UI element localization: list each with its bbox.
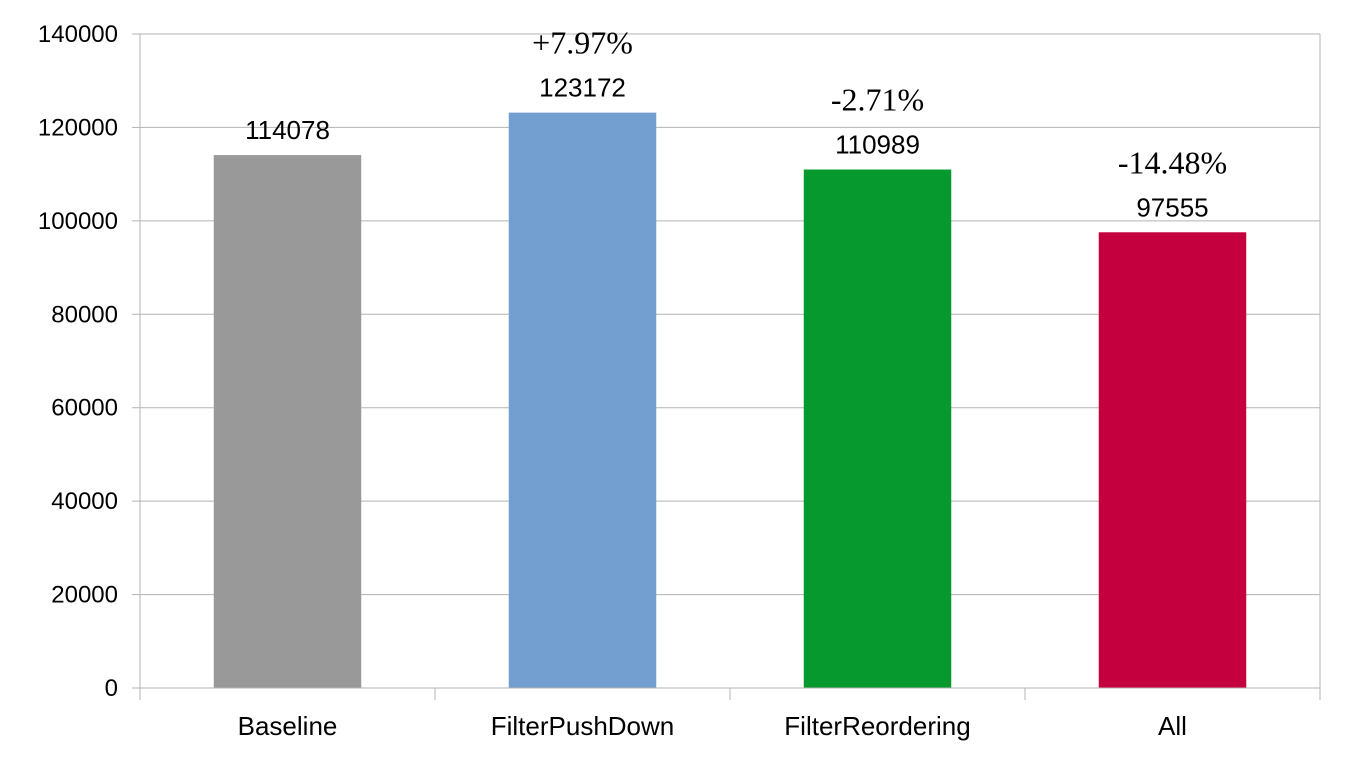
bar-filterreordering (803, 169, 952, 688)
bar-filterpushdown (508, 112, 657, 689)
y-tick-label-2: 40000 (51, 488, 118, 515)
bar-baseline (213, 155, 362, 688)
y-tick-label-5: 100000 (38, 208, 118, 235)
y-tick-label-4: 80000 (51, 301, 118, 328)
data-label-3: 97555 (1136, 192, 1208, 222)
data-label-0: 114078 (245, 115, 330, 145)
x-tick-labels: Baseline FilterPushDown FilterReordering Al… (238, 711, 1187, 741)
y-tick-label-6: 120000 (38, 114, 118, 141)
data-labels: 114078 123172 +7.97% 110989 -2.71% 97555 -14.4… (245, 25, 1227, 223)
bars (213, 112, 1247, 689)
y-tick-label-1: 20000 (51, 582, 118, 609)
bar-all (1098, 232, 1247, 688)
x-tick-label-2: FilterReordering (784, 711, 970, 741)
y-tick-labels: 0 20000 40000 60000 80000 100000 120000 140000 (38, 21, 118, 702)
percent-change-label-1: +7.97% (532, 25, 633, 61)
data-label-2: 110989 (835, 130, 920, 160)
axes (132, 33, 1321, 700)
x-tick-label-1: FilterPushDown (491, 711, 675, 741)
percent-change-label-2: -2.71% (831, 82, 924, 118)
y-tick-label-0: 0 (105, 675, 118, 702)
y-tick-label-7: 140000 (38, 21, 118, 48)
x-tick-label-0: Baseline (238, 711, 338, 741)
y-tick-label-3: 60000 (51, 395, 118, 422)
x-tick-label-3: All (1158, 711, 1187, 741)
data-label-1: 123172 (539, 73, 626, 103)
percent-change-label-3: -14.48% (1118, 144, 1227, 180)
